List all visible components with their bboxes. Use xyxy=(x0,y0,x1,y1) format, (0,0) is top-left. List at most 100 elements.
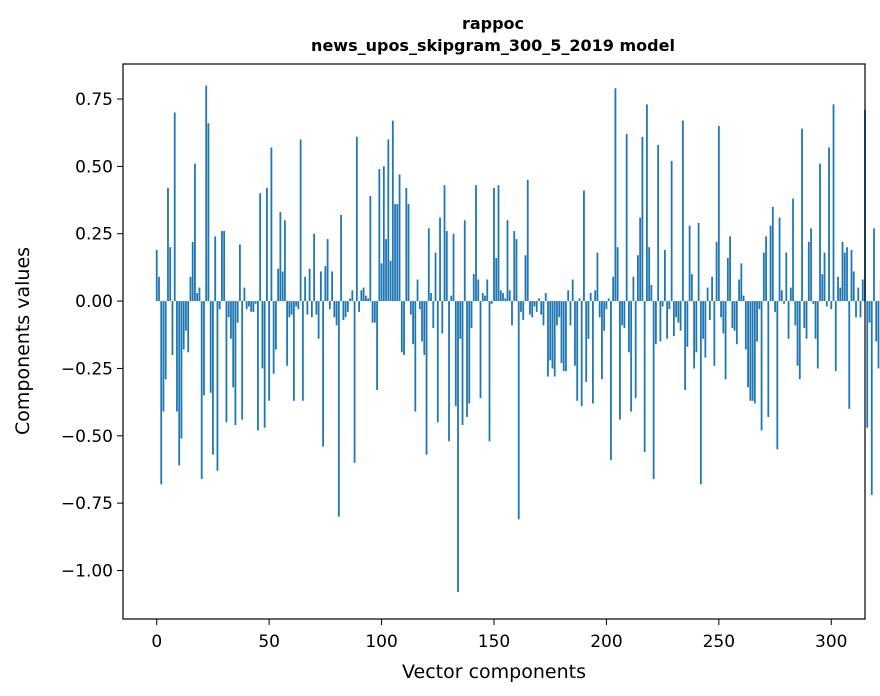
bar-22 xyxy=(205,85,208,302)
bar-309 xyxy=(850,249,853,302)
bar-187 xyxy=(576,301,579,401)
bar-93 xyxy=(364,295,367,302)
bar-219 xyxy=(648,247,651,302)
bar-218 xyxy=(646,104,648,302)
bar-281 xyxy=(787,301,790,339)
bar-272 xyxy=(767,301,770,417)
bar-205 xyxy=(616,247,619,302)
bar-227 xyxy=(666,301,669,339)
bar-39 xyxy=(243,287,246,302)
bar-180 xyxy=(560,301,563,364)
bar-286 xyxy=(798,301,801,380)
bar-103 xyxy=(387,139,390,302)
bar-175 xyxy=(549,301,552,361)
y-tick-label: 0.50 xyxy=(75,157,113,177)
bar-50 xyxy=(268,301,271,401)
bar-176 xyxy=(551,301,554,369)
bar-25 xyxy=(212,301,214,455)
bar-186 xyxy=(574,301,576,366)
bar-112 xyxy=(407,204,410,302)
bar-266 xyxy=(753,301,756,404)
bar-142 xyxy=(475,185,477,302)
bar-257 xyxy=(733,301,736,331)
bar-150 xyxy=(493,187,495,302)
bar-117 xyxy=(418,301,421,310)
bar-130 xyxy=(448,301,450,442)
bar-109 xyxy=(400,301,403,353)
x-axis-ticks: 0 50 100 150 200 250 300 xyxy=(151,619,847,652)
bar-162 xyxy=(520,301,522,312)
bar-196 xyxy=(596,252,599,302)
bar-15 xyxy=(189,276,192,302)
bar-71 xyxy=(315,301,318,315)
bar-297 xyxy=(823,252,826,302)
bar-199 xyxy=(603,301,606,331)
bar-165 xyxy=(526,179,529,302)
bar-193 xyxy=(589,293,592,302)
bar-75 xyxy=(324,266,327,302)
bar-166 xyxy=(529,301,531,315)
bar-233 xyxy=(679,301,682,331)
bar-122 xyxy=(430,293,432,302)
bar-4 xyxy=(164,301,167,380)
bar-67 xyxy=(306,301,309,315)
bar-232 xyxy=(677,301,680,323)
bar-258 xyxy=(735,301,738,345)
bar-79 xyxy=(333,301,336,318)
bar-213 xyxy=(634,301,637,399)
bar-61 xyxy=(292,301,295,401)
bar-87 xyxy=(351,290,354,302)
bar-265 xyxy=(751,301,754,401)
bar-73 xyxy=(319,271,322,302)
bar-220 xyxy=(650,284,653,302)
bar-270 xyxy=(762,252,765,302)
bar-159 xyxy=(513,231,516,302)
bar-28 xyxy=(218,301,221,310)
bar-126 xyxy=(439,217,441,302)
bar-38 xyxy=(241,301,244,420)
x-axis-label: Vector components xyxy=(402,661,586,683)
y-tick-label: −0.75 xyxy=(61,494,113,514)
bar-288 xyxy=(803,301,806,329)
bar-18 xyxy=(196,293,199,302)
bar-263 xyxy=(747,301,749,388)
bar-298 xyxy=(825,301,828,307)
bar-20 xyxy=(200,301,203,479)
bar-206 xyxy=(619,301,621,420)
bar-277 xyxy=(778,217,781,302)
bar-184 xyxy=(569,301,572,326)
bar-23 xyxy=(207,123,210,302)
bar-100 xyxy=(380,263,383,302)
bar-225 xyxy=(661,301,664,307)
bar-26 xyxy=(214,236,217,302)
bar-304 xyxy=(839,287,842,302)
bar-98 xyxy=(376,301,378,390)
bar-77 xyxy=(328,301,331,310)
bar-287 xyxy=(801,128,803,302)
bar-141 xyxy=(472,274,475,302)
bar-13 xyxy=(185,301,187,331)
bar-1 xyxy=(158,276,160,302)
bar-91 xyxy=(360,290,363,302)
bar-65 xyxy=(301,301,304,401)
bar-254 xyxy=(726,257,729,302)
bar-235 xyxy=(684,301,687,390)
bar-236 xyxy=(686,301,689,347)
bar-121 xyxy=(427,228,430,302)
bar-160 xyxy=(515,239,518,302)
bar-170 xyxy=(538,298,540,302)
bar-249 xyxy=(715,241,718,302)
bar-310 xyxy=(852,271,855,302)
bar-151 xyxy=(495,257,498,302)
bar-292 xyxy=(812,301,815,304)
bar-171 xyxy=(540,301,543,315)
chart-title-line2: news_upos_skipgram_300_5_2019 model xyxy=(311,36,675,55)
bar-256 xyxy=(731,301,734,329)
bar-49 xyxy=(266,187,268,302)
bar-12 xyxy=(182,301,185,350)
bar-27 xyxy=(216,301,219,471)
bar-149 xyxy=(490,301,493,304)
bar-69 xyxy=(310,301,313,318)
bar-3 xyxy=(162,301,165,412)
